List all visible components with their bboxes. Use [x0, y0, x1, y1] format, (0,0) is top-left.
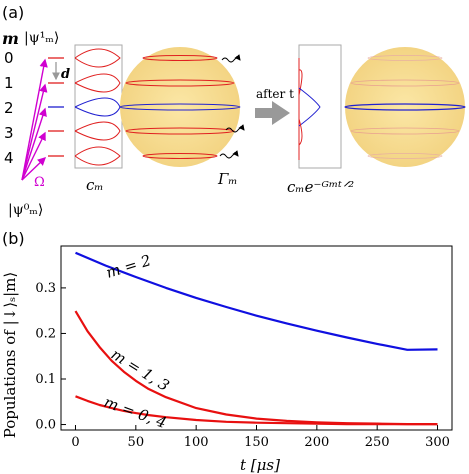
decay-label: cₘe⁻ᴳᵐᵗᐟ² — [287, 178, 354, 196]
omega-label: Ω — [34, 175, 45, 190]
x-tick-label: 0 — [71, 435, 79, 450]
y-axis-label: Populations of |↓⟩ₛ|m⟩ — [1, 272, 19, 439]
y-tick-label: 0.3 — [35, 281, 56, 296]
decayed-peak-3 — [298, 118, 303, 146]
sphere-right — [344, 47, 466, 167]
x-tick-label: 150 — [244, 435, 269, 450]
ring-0 — [142, 55, 218, 61]
panel-a-label: (a) — [2, 3, 24, 22]
panel-b: (b) 0 50 100 150 200 250 300 0.0 0.1 0.2 0.3 t [μs… — [1, 229, 453, 474]
decayed-box — [298, 44, 342, 169]
energy-levels — [48, 57, 64, 157]
sphere-left — [119, 47, 241, 167]
cm-wavefunction-box — [74, 44, 123, 169]
annotation-m04: m = 0, 4 — [102, 393, 169, 432]
x-tick-label: 100 — [184, 435, 209, 450]
series-line-2 — [75, 395, 438, 426]
axis-ticks: 0 50 100 150 200 250 300 0.0 0.1 0.2 0.3 — [35, 281, 450, 450]
m-value-2: 2 — [4, 99, 14, 117]
series-group — [74, 251, 438, 426]
excitation-arrow-3 — [21, 131, 46, 181]
cm-peak-1 — [74, 73, 121, 93]
ring-3 — [125, 127, 235, 135]
cm-label: cₘ — [86, 176, 104, 194]
psi0-label: |ψ⁰ₘ⟩ — [8, 202, 43, 218]
y-tick-label: 0.1 — [35, 372, 56, 387]
y-tick-label: 0.0 — [35, 418, 56, 433]
cm-peak-4 — [74, 146, 121, 166]
decayed-peak-2 — [298, 87, 321, 127]
d-label: d — [61, 67, 70, 82]
ring-1 — [125, 79, 235, 87]
m-value-4: 4 — [4, 149, 14, 167]
excitation-arrow-4 — [21, 157, 47, 181]
m-value-3: 3 — [4, 124, 14, 142]
emission-arrow-top — [221, 54, 241, 63]
x-axis-label: t [μs] — [240, 456, 280, 474]
excitation-arrow-1 — [21, 83, 48, 181]
annotation-m2: m = 2 — [104, 251, 153, 282]
excitation-arrows — [21, 58, 48, 181]
excitation-arrow-2 — [21, 107, 47, 181]
after-t-label: after t — [256, 87, 294, 101]
decayed-peak-1 — [298, 69, 303, 96]
m-value-1: 1 — [4, 74, 14, 92]
x-tick-label: 50 — [128, 435, 145, 450]
m-values: 0 1 2 3 4 — [4, 49, 14, 167]
series-line-0 — [75, 251, 438, 351]
plot-area: 0 50 100 150 200 250 300 0.0 0.1 0.2 0.3 — [35, 245, 453, 450]
psi1-label: |ψ¹ₘ⟩ — [24, 30, 59, 46]
after-t-arrow — [255, 101, 290, 125]
panel-b-label: (b) — [2, 229, 25, 248]
m-header: m — [2, 29, 19, 48]
excitation-arrow-0 — [21, 58, 48, 181]
x-tick-label: 300 — [425, 435, 450, 450]
ring-2 — [119, 103, 241, 111]
cm-peak-3 — [74, 121, 121, 141]
emission-arrows — [219, 54, 245, 159]
emission-arrow-mid — [225, 124, 245, 133]
cm-peak-0 — [74, 48, 121, 68]
cm-peak-2 — [74, 97, 121, 117]
ring-4 — [142, 153, 218, 159]
x-tick-label: 200 — [304, 435, 329, 450]
panel-a: (a) m 0 1 2 3 4 |ψ¹ₘ⟩ |ψ⁰ₘ⟩ d Ω — [2, 3, 466, 218]
annotation-m13: m = 1, 3 — [108, 345, 173, 395]
m-value-0: 0 — [4, 49, 14, 67]
gamma-label: Γₘ — [217, 170, 238, 188]
x-tick-label: 250 — [365, 435, 390, 450]
y-tick-label: 0.2 — [35, 326, 56, 341]
emission-arrow-bottom — [219, 150, 239, 159]
